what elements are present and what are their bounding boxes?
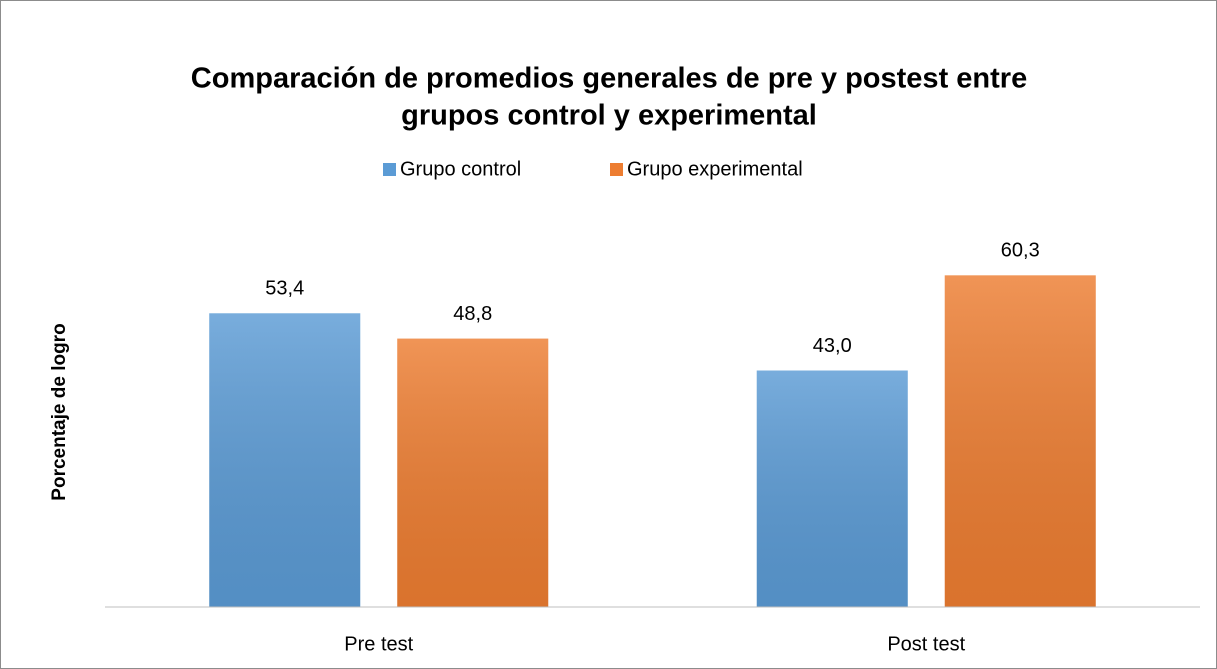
data-label: 53,4	[265, 278, 304, 300]
legend-swatch	[383, 163, 396, 176]
bar	[756, 370, 908, 607]
data-label: 48,8	[453, 303, 492, 325]
chart-title: Comparación de promedios generales de pr…	[191, 63, 1027, 95]
data-label: 43,0	[813, 335, 852, 357]
bar	[397, 338, 549, 607]
bar	[209, 313, 361, 607]
legend-label: Grupo control	[400, 158, 521, 180]
x-tick-label: Pre test	[344, 633, 413, 655]
y-axis-label: Porcentaje de logro	[49, 323, 70, 500]
data-label: 60,3	[1001, 240, 1040, 262]
legend-swatch	[610, 163, 623, 176]
legend-label: Grupo experimental	[627, 158, 803, 180]
chart-title: grupos control y experimental	[401, 100, 817, 132]
bar	[944, 275, 1096, 607]
x-tick-label: Post test	[887, 633, 965, 655]
